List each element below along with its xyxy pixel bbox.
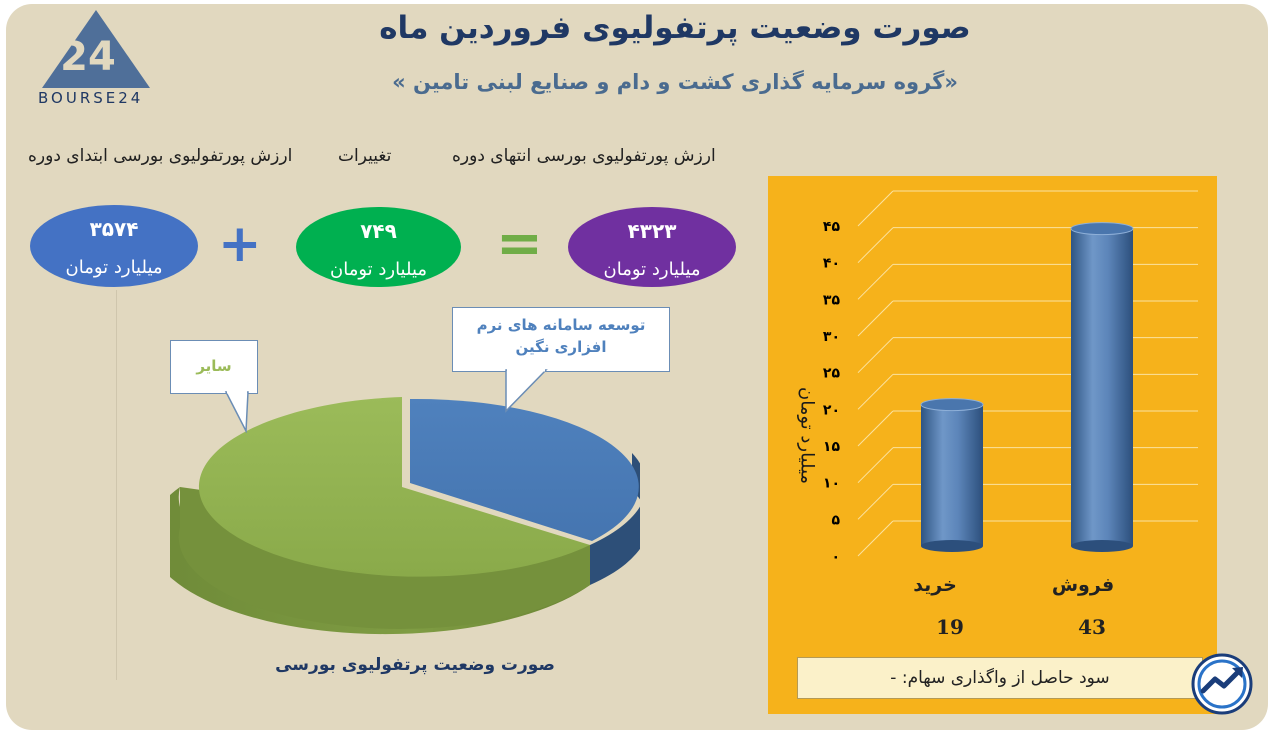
grid-line-diag: [857, 520, 894, 557]
y-tick-label: ۲۰: [823, 402, 840, 418]
bar-top: [1070, 222, 1134, 236]
grid-line-diag: [857, 190, 894, 227]
y-tick-label: ۳۵: [823, 292, 841, 308]
callout-software: توسعه سامانه های نرم افزاری نگین: [452, 307, 670, 372]
pie-caption: صورت وضعیت پرتفولیوی بورسی: [275, 655, 555, 675]
y-tick-label: ۳۰: [823, 329, 840, 345]
bar-0: [920, 398, 984, 552]
category-label-sell: فروش: [1051, 574, 1115, 596]
start-value: ۳۵۷۴: [89, 217, 139, 241]
grid-line-diag: [857, 483, 894, 520]
end-value: ۴۳۲۳: [627, 219, 677, 243]
category-label-buy: خرید: [913, 574, 957, 596]
y-tick-label: ۲۵: [823, 366, 841, 382]
grid-line-diag: [857, 227, 894, 264]
logo-text: BOURSE24: [38, 89, 144, 107]
change-value-unit: میلیارد تومان: [329, 259, 428, 280]
grid-line-diag: [857, 337, 894, 374]
callout-software-pointer: [505, 369, 548, 413]
value-label-sell: 43: [1078, 615, 1106, 639]
page-subtitle: «گروه سرمایه گذاری کشت و دام و صنایع لبن…: [392, 70, 958, 94]
label-start-value: ارزش پورتفولیوی بورسی ابتدای دوره: [28, 146, 293, 166]
grid-line-diag: [857, 447, 894, 484]
grid-line-diag: [857, 410, 894, 447]
pie-slice-software-wall: [590, 453, 640, 585]
bar-base: [921, 540, 983, 552]
y-axis-label: میلیارد تومان: [796, 386, 818, 485]
start-value-unit: میلیارد تومان: [65, 257, 163, 278]
pie-slice-software: [410, 398, 639, 541]
value-label-buy: 19: [936, 615, 964, 639]
grid-line-diag: [857, 300, 894, 337]
pie-slice-other: [198, 397, 591, 577]
callout-other-label: سایر: [196, 357, 232, 375]
page-title: صورت وضعیت پرتفولیوی فروردین ماه: [379, 10, 971, 46]
bar-base: [1071, 540, 1133, 552]
equals-sign: =: [496, 211, 543, 276]
bar-top: [920, 398, 984, 412]
y-tick-label: ۱۵: [823, 439, 841, 455]
change-value: ۷۴۹: [360, 219, 397, 243]
y-tick-label: ۴۵: [823, 219, 841, 235]
callout-other-pointer: [224, 391, 249, 433]
grid-line-diag: [857, 373, 894, 410]
portfolio-pie-chart: [170, 397, 640, 635]
bar-chart-panel: [768, 176, 1217, 714]
divider-line: [116, 290, 117, 680]
callout-software-line1: توسعه سامانه های نرم: [476, 316, 646, 334]
end-value-unit: میلیارد تومان: [603, 259, 701, 280]
trend-up-icon: [1191, 653, 1253, 715]
bar-1: [1070, 222, 1134, 552]
plus-sign: +: [218, 214, 262, 274]
callout-other: سایر: [170, 340, 258, 394]
y-tick-label: ۵: [831, 512, 840, 528]
callout-software-line2: افزاری نگین: [515, 338, 607, 356]
y-tick-label: ۱۰: [823, 476, 840, 492]
bar-body: [1071, 228, 1133, 546]
y-tick-label: ۴۰: [823, 256, 840, 272]
grid-line-diag: [857, 263, 894, 300]
divestment-profit-note: سود حاصل از واگذاری سهام: -: [797, 657, 1203, 699]
logo-mark-text: 24: [60, 34, 116, 80]
bar-body: [921, 404, 983, 546]
label-end-value: ارزش پورتفولیوی بورسی انتهای دوره: [452, 146, 716, 166]
label-change: تغییرات: [338, 146, 392, 166]
trade-bar-chart: ۰ ۵ ۱۰ ۱۵ ۲۰ ۲۵ ۳۰ ۳۵ ۴۰ ۴۵: [823, 190, 1198, 565]
end-value-oval: ۴۳۲۳ میلیارد تومان: [568, 207, 736, 287]
y-tick-label: ۰: [831, 549, 840, 565]
start-value-oval: ۳۵۷۴ میلیارد تومان: [30, 205, 198, 287]
bourse24-logo-icon: 24: [42, 10, 150, 88]
change-value-oval: ۷۴۹ میلیارد تومان: [296, 207, 461, 287]
